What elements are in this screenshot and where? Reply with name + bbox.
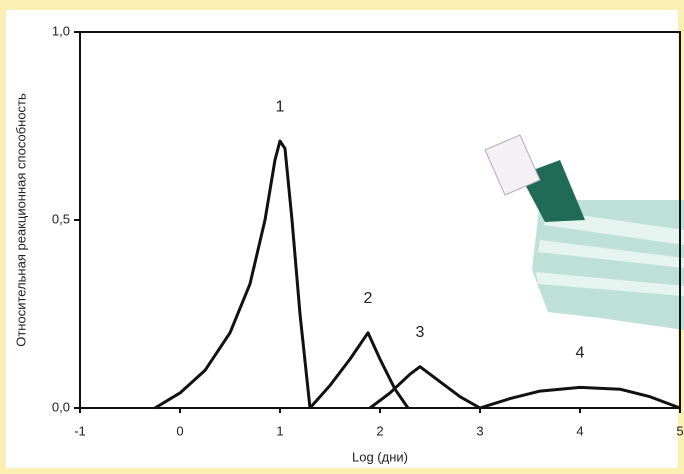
pen-illustration [484,134,684,330]
x-tick-label: 4 [576,423,583,438]
curve [154,139,312,410]
x-tick-label: 1 [276,423,283,438]
curve-label: 4 [576,345,585,362]
curve-label: 2 [364,290,373,307]
x-tick-label: 0 [176,423,183,438]
y-tick-label: 1,0 [52,23,70,38]
curve-label: 3 [416,324,425,341]
curve [479,385,681,410]
x-tick-label: -1 [74,423,86,438]
x-tick-label: 3 [476,423,483,438]
x-tick-label: 2 [376,423,383,438]
x-tick-label: 5 [676,423,683,438]
curve [369,365,481,410]
y-tick-label: 0,0 [52,399,70,414]
x-axis-label: Log (дни) [352,449,408,464]
curve-label: 1 [276,98,285,115]
y-tick-label: 0,5 [52,211,70,226]
y-axis-label: Относительная реакционная способность [13,93,28,347]
